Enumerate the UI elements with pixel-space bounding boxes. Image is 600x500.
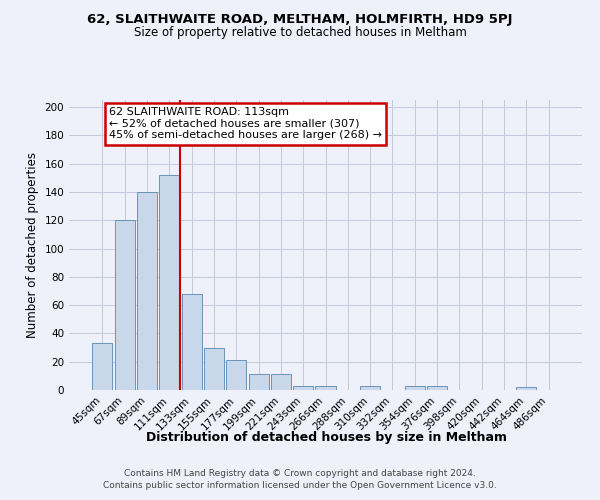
- Bar: [248, 374, 269, 390]
- Bar: [293, 386, 313, 390]
- Bar: [115, 220, 135, 390]
- Text: Size of property relative to detached houses in Meltham: Size of property relative to detached ho…: [134, 26, 466, 39]
- Bar: [226, 360, 246, 390]
- Text: 62 SLAITHWAITE ROAD: 113sqm
← 52% of detached houses are smaller (307)
45% of se: 62 SLAITHWAITE ROAD: 113sqm ← 52% of det…: [109, 107, 382, 140]
- Bar: [182, 294, 202, 390]
- Text: Distribution of detached houses by size in Meltham: Distribution of detached houses by size …: [146, 431, 508, 444]
- Bar: [92, 344, 112, 390]
- Bar: [137, 192, 157, 390]
- Bar: [271, 374, 291, 390]
- Bar: [427, 386, 447, 390]
- Bar: [204, 348, 224, 390]
- Bar: [516, 387, 536, 390]
- Text: Contains HM Land Registry data © Crown copyright and database right 2024.: Contains HM Land Registry data © Crown c…: [124, 470, 476, 478]
- Text: 62, SLAITHWAITE ROAD, MELTHAM, HOLMFIRTH, HD9 5PJ: 62, SLAITHWAITE ROAD, MELTHAM, HOLMFIRTH…: [87, 12, 513, 26]
- Bar: [159, 175, 179, 390]
- Y-axis label: Number of detached properties: Number of detached properties: [26, 152, 39, 338]
- Bar: [360, 386, 380, 390]
- Bar: [405, 386, 425, 390]
- Bar: [316, 386, 335, 390]
- Text: Contains public sector information licensed under the Open Government Licence v3: Contains public sector information licen…: [103, 480, 497, 490]
